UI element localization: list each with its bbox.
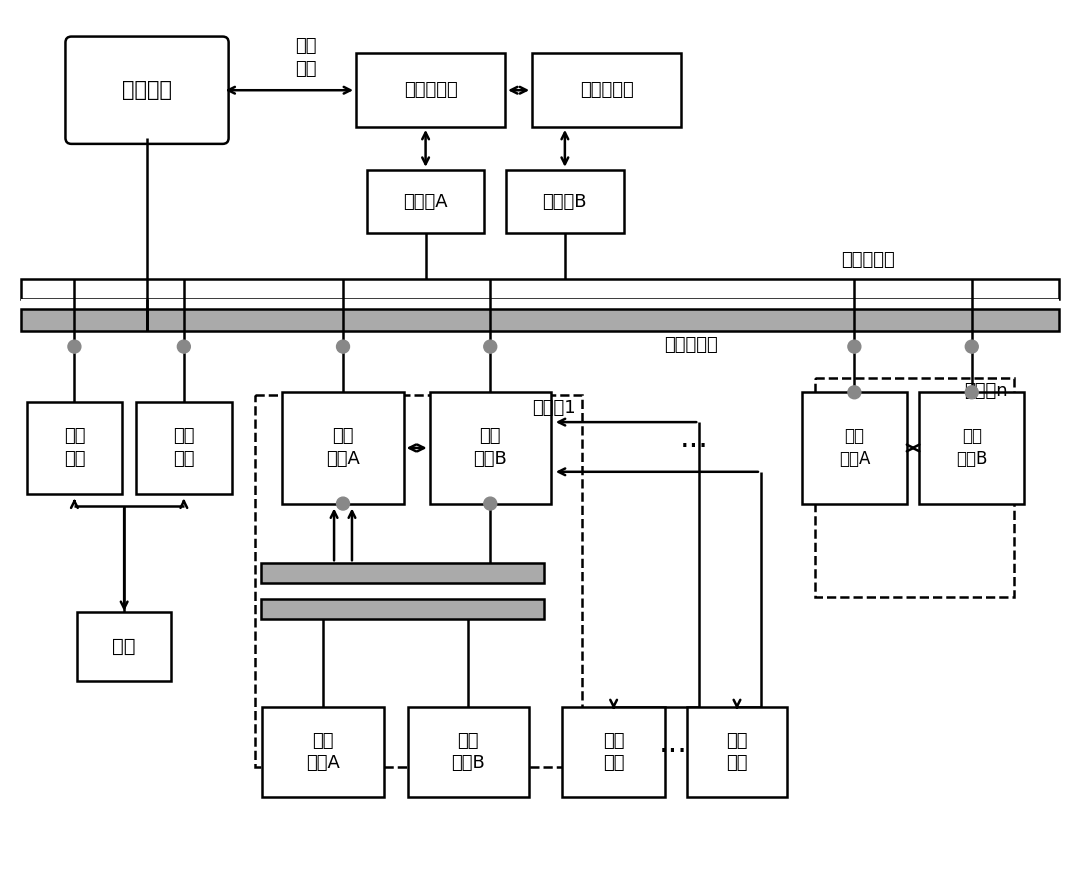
Circle shape [68,341,81,353]
Text: ···: ··· [679,434,708,463]
Text: 设备: 设备 [112,637,136,656]
Bar [256,395,582,767]
Bar [367,170,484,233]
Text: 二平面网络: 二平面网络 [664,335,718,354]
Bar [532,54,681,127]
Circle shape [484,341,497,353]
Circle shape [848,385,861,399]
Text: 遥闸
装置: 遥闸 装置 [603,731,624,773]
Text: 前置机B: 前置机B [542,193,588,210]
Bar [356,54,505,127]
Bar [262,708,383,796]
Bar [282,392,404,503]
Bar [687,708,786,796]
Circle shape [337,497,350,510]
Text: 调控
中心: 调控 中心 [296,37,316,78]
Bar [919,392,1025,503]
Bar [407,708,529,796]
Bar [430,392,551,503]
Text: 防误
主机A: 防误 主机A [326,428,360,468]
Circle shape [337,341,350,353]
Bar [261,563,544,583]
Text: 防误
主机B: 防误 主机B [956,428,987,468]
Bar [814,378,1013,597]
Text: 监控
主机B: 监控 主机B [451,731,485,773]
Text: 其他
装置: 其他 装置 [726,731,747,773]
Text: 调度系统: 调度系统 [122,80,172,100]
Circle shape [966,341,978,353]
Circle shape [966,385,978,399]
Circle shape [848,341,861,353]
Circle shape [177,341,190,353]
Bar [78,612,171,681]
Bar [507,170,623,233]
Text: 监控
主机A: 监控 主机A [307,731,340,773]
Text: 变电站1: 变电站1 [532,400,576,417]
Bar [261,599,544,619]
Bar [21,309,1059,331]
Bar [21,299,1059,309]
Text: 远动
装置: 远动 装置 [64,428,85,468]
FancyBboxPatch shape [66,37,229,144]
Text: 防误
主机B: 防误 主机B [473,428,508,468]
Circle shape [484,497,497,510]
Text: 防误服务器: 防误服务器 [404,81,458,99]
Text: 防误服务器: 防误服务器 [580,81,634,99]
Bar [136,402,231,494]
Bar [21,279,1059,299]
Text: 防误
主机A: 防误 主机A [839,428,870,468]
Text: ···: ··· [659,737,688,766]
Bar [801,392,907,503]
Bar [27,402,122,494]
Text: 变电站n: 变电站n [964,383,1008,400]
Bar [562,708,665,796]
Text: 远动
装置: 远动 装置 [173,428,194,468]
Text: 前置机A: 前置机A [403,193,448,210]
Text: 一平面网络: 一平面网络 [841,251,895,269]
